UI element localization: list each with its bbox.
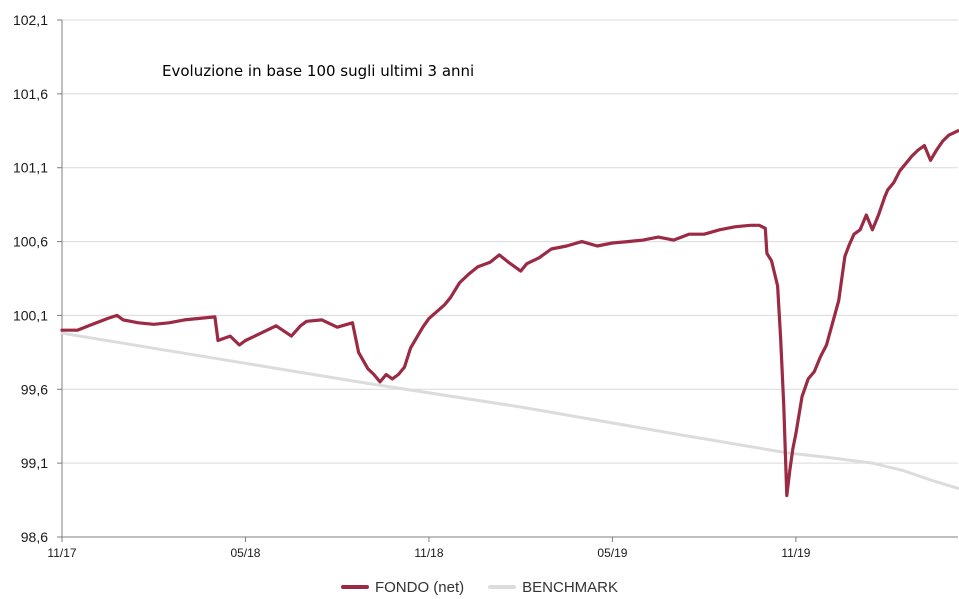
y-tick-label: 100,6	[13, 234, 48, 250]
y-tick-label: 98,6	[21, 529, 48, 545]
y-tick-label: 101,6	[13, 86, 48, 102]
x-tick-label: 11/19	[781, 546, 810, 560]
y-tick-label: 102,1	[13, 12, 48, 28]
chart-title: Evoluzione in base 100 sugli ultimi 3 an…	[162, 62, 474, 80]
legend-item-fondo: FONDO (net)	[340, 578, 465, 596]
legend-swatch-fondo	[340, 585, 369, 589]
series-lines	[60, 129, 959, 498]
axes	[57, 19, 958, 542]
series-line-fondo	[60, 129, 959, 498]
legend-swatch-benchmark	[488, 585, 517, 589]
y-tick-label: 99,1	[21, 455, 48, 471]
line-chart: 98,6 99,1 99,6 100,1 100,6 101,1 101,6 102,1 11…	[13, 12, 959, 560]
x-tick-label: 11/17	[47, 546, 76, 560]
series-line-benchmark	[60, 331, 959, 490]
y-tick-label: 100,1	[13, 307, 48, 323]
x-tick-label: 11/18	[414, 546, 443, 560]
legend-item-benchmark: BENCHMARK	[488, 579, 618, 596]
legend-label-benchmark: BENCHMARK	[522, 578, 619, 596]
x-tick-label: 05/18	[230, 546, 260, 560]
y-tick-label: 101,1	[13, 160, 48, 176]
x-tick-label: 05/19	[597, 546, 627, 560]
legend: FONDO (net) BENCHMARK	[0, 576, 959, 598]
grid-lines	[62, 19, 958, 464]
y-axis-ticks: 98,6 99,1 99,6 100,1 100,6 101,1 101,6 102,1	[13, 12, 48, 545]
legend-label-fondo: FONDO (net)	[374, 578, 465, 596]
y-tick-label: 99,6	[21, 381, 48, 397]
